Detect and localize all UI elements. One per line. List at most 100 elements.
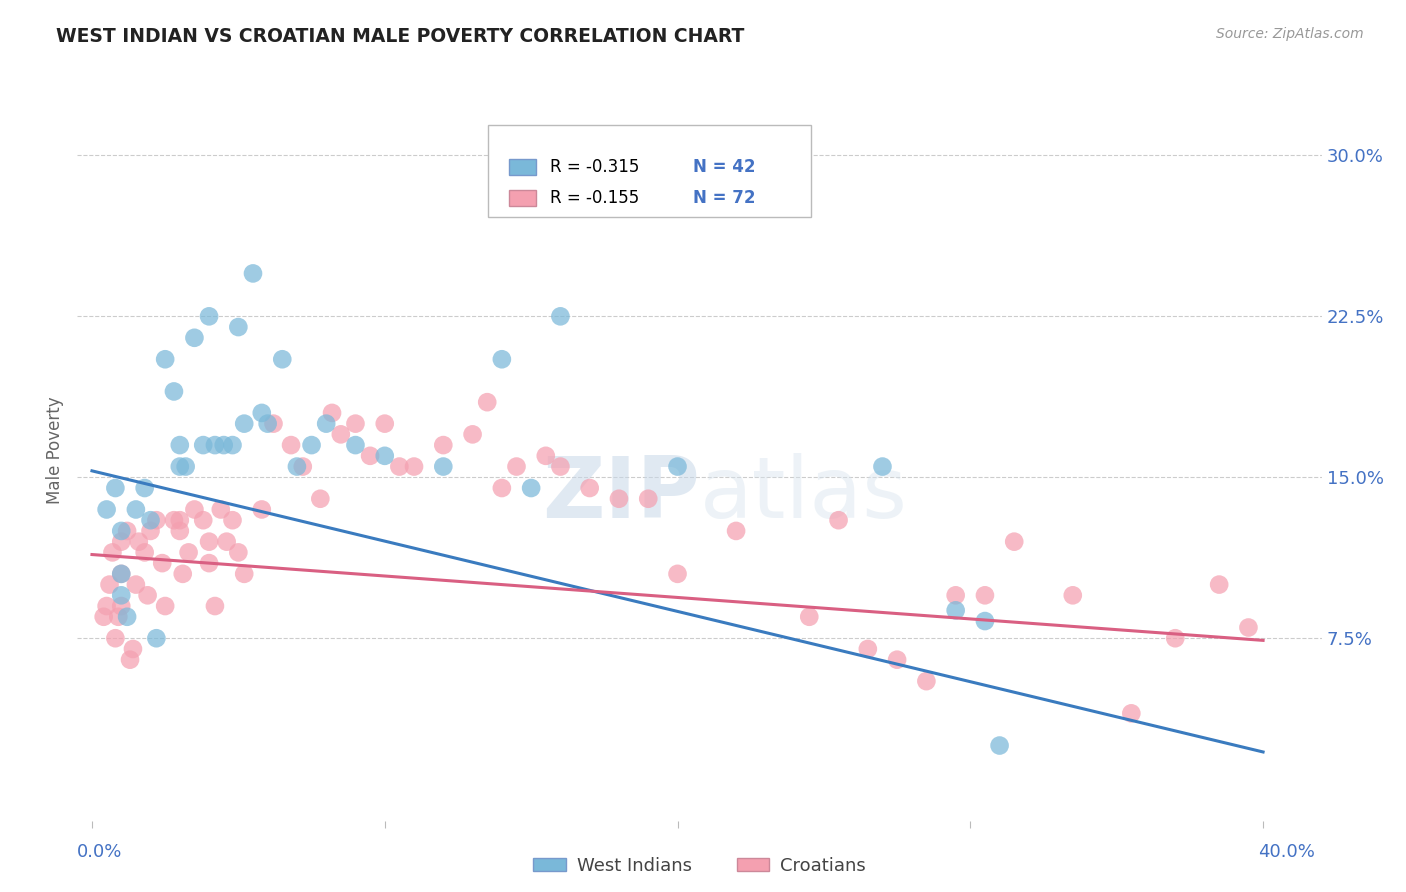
Point	[221, 513, 243, 527]
Point	[134, 481, 156, 495]
Point	[1002, 534, 1025, 549]
Point	[110, 534, 132, 549]
Point	[974, 614, 997, 628]
Point	[242, 267, 264, 281]
Point	[432, 459, 454, 474]
Point	[271, 352, 294, 367]
Text: 0.0%: 0.0%	[77, 843, 122, 861]
Point	[233, 417, 256, 431]
Point	[233, 566, 256, 581]
Point	[193, 513, 215, 527]
Point	[169, 459, 191, 474]
Point	[204, 438, 226, 452]
Point	[172, 566, 194, 581]
Point	[101, 545, 124, 559]
Point	[388, 459, 411, 474]
Point	[301, 438, 323, 452]
Point	[153, 352, 176, 367]
Point	[280, 438, 302, 452]
Point	[110, 588, 132, 602]
Point	[256, 417, 278, 431]
Point	[856, 642, 879, 657]
Point	[215, 534, 238, 549]
Point	[125, 502, 148, 516]
Point	[329, 427, 352, 442]
Point	[169, 438, 191, 452]
Point	[1237, 620, 1260, 634]
Point	[886, 653, 908, 667]
Point	[169, 524, 191, 538]
Point	[163, 513, 186, 527]
Point	[637, 491, 659, 506]
Point	[432, 438, 454, 452]
Point	[309, 491, 332, 506]
Point	[285, 459, 308, 474]
Point	[139, 524, 162, 538]
Point	[198, 556, 221, 570]
Point	[96, 599, 118, 613]
Point	[725, 524, 748, 538]
Point	[115, 524, 138, 538]
Point	[122, 642, 145, 657]
Text: Source: ZipAtlas.com: Source: ZipAtlas.com	[1216, 27, 1364, 41]
Point	[491, 352, 513, 367]
Point	[1164, 632, 1187, 646]
Point	[107, 609, 129, 624]
Point	[110, 599, 132, 613]
Point	[110, 524, 132, 538]
FancyBboxPatch shape	[488, 125, 811, 218]
Point	[139, 513, 162, 527]
Point	[125, 577, 148, 591]
Point	[578, 481, 600, 495]
Point	[799, 609, 821, 624]
Text: N = 42: N = 42	[693, 158, 756, 176]
Point	[183, 331, 205, 345]
Text: N = 72: N = 72	[693, 189, 756, 207]
Point	[607, 491, 630, 506]
Point	[945, 603, 967, 617]
Point	[250, 502, 273, 516]
Point	[163, 384, 186, 399]
Point	[520, 481, 543, 495]
Point	[212, 438, 235, 452]
Point	[110, 566, 132, 581]
Point	[174, 459, 197, 474]
Point	[374, 449, 396, 463]
Point	[145, 513, 167, 527]
Text: atlas: atlas	[700, 453, 907, 536]
Point	[118, 653, 141, 667]
Point	[104, 481, 127, 495]
Point	[93, 609, 115, 624]
Text: R = -0.315: R = -0.315	[550, 158, 640, 176]
Point	[198, 310, 221, 324]
Point	[110, 566, 132, 581]
Point	[250, 406, 273, 420]
Point	[374, 417, 396, 431]
Point	[534, 449, 557, 463]
Point	[204, 599, 226, 613]
Point	[193, 438, 215, 452]
Y-axis label: Male Poverty: Male Poverty	[46, 397, 65, 504]
Point	[177, 545, 200, 559]
FancyBboxPatch shape	[509, 190, 537, 206]
Point	[134, 545, 156, 559]
Point	[344, 438, 367, 452]
Point	[96, 502, 118, 516]
Legend: West Indians, Croatians: West Indians, Croatians	[526, 849, 873, 882]
Point	[505, 459, 527, 474]
Point	[974, 588, 997, 602]
Point	[550, 459, 572, 474]
Point	[228, 320, 250, 334]
Point	[136, 588, 159, 602]
Point	[988, 739, 1011, 753]
Point	[153, 599, 176, 613]
Point	[1208, 577, 1230, 591]
FancyBboxPatch shape	[509, 159, 537, 175]
Point	[321, 406, 343, 420]
Point	[221, 438, 243, 452]
Point	[198, 534, 221, 549]
Point	[872, 459, 894, 474]
Point	[477, 395, 499, 409]
Point	[402, 459, 425, 474]
Point	[98, 577, 121, 591]
